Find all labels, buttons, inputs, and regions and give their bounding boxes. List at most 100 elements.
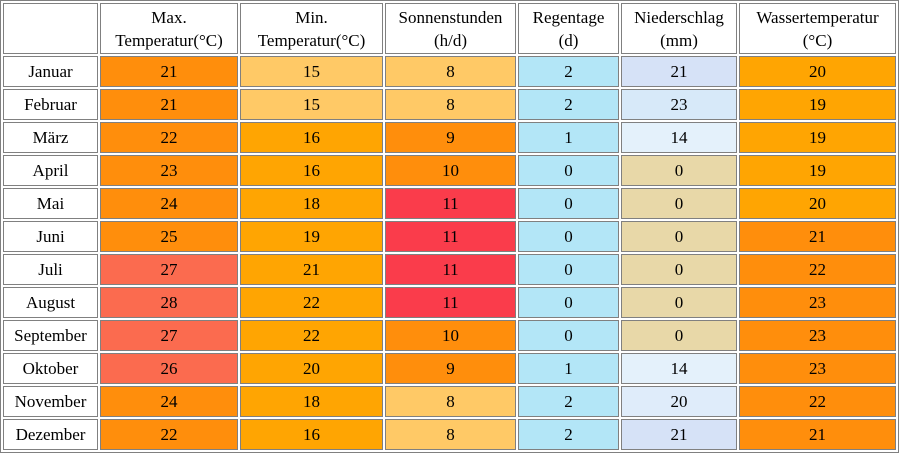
value-cell-sonnenstunden: 8 [385, 56, 516, 87]
header-line-2: (mm) [660, 30, 698, 50]
value-cell-sonnenstunden: 9 [385, 353, 516, 384]
table-row-oktober: Oktober 26 20 9 1 14 23 [3, 353, 896, 384]
value-cell-sonnenstunden: 11 [385, 287, 516, 318]
value-cell-regentage: 0 [518, 188, 619, 219]
value-cell-regentage: 1 [518, 353, 619, 384]
header-line-1: Niederschlag [634, 7, 724, 27]
column-header-sonnenstunden: Sonnenstunden (h/d) [385, 3, 516, 54]
value-cell-regentage: 0 [518, 221, 619, 252]
value-cell-wassertemperatur: 22 [739, 386, 896, 417]
value-cell-wassertemperatur: 21 [739, 419, 896, 450]
value-cell-regentage: 0 [518, 155, 619, 186]
header-line-1: Max. [151, 7, 187, 27]
value-cell-wassertemperatur: 19 [739, 122, 896, 153]
value-cell-min-temperatur: 19 [240, 221, 383, 252]
month-cell: Januar [3, 56, 98, 87]
value-cell-min-temperatur: 18 [240, 386, 383, 417]
value-cell-max-temperatur: 28 [100, 287, 238, 318]
value-cell-min-temperatur: 15 [240, 56, 383, 87]
value-cell-sonnenstunden: 9 [385, 122, 516, 153]
value-cell-niederschlag: 21 [621, 56, 737, 87]
value-cell-sonnenstunden: 11 [385, 254, 516, 285]
column-header-regentage: Regentage (d) [518, 3, 619, 54]
value-cell-niederschlag: 14 [621, 353, 737, 384]
value-cell-max-temperatur: 22 [100, 419, 238, 450]
month-cell: Mai [3, 188, 98, 219]
column-header-min-temperatur: Min. Temperatur(°C) [240, 3, 383, 54]
value-cell-min-temperatur: 16 [240, 419, 383, 450]
value-cell-wassertemperatur: 23 [739, 320, 896, 351]
value-cell-max-temperatur: 26 [100, 353, 238, 384]
value-cell-niederschlag: 0 [621, 155, 737, 186]
value-cell-max-temperatur: 27 [100, 254, 238, 285]
value-cell-niederschlag: 0 [621, 254, 737, 285]
value-cell-min-temperatur: 22 [240, 287, 383, 318]
table-row-juli: Juli 27 21 11 0 0 22 [3, 254, 896, 285]
value-cell-wassertemperatur: 19 [739, 155, 896, 186]
header-line-2: (d) [558, 30, 579, 50]
table-header: Max. Temperatur(°C) Min. Temperatur(°C) Sonn… [3, 3, 896, 54]
value-cell-max-temperatur: 24 [100, 188, 238, 219]
value-cell-niederschlag: 0 [621, 320, 737, 351]
value-cell-regentage: 2 [518, 419, 619, 450]
column-header-wassertemperatur: Wassertemperatur (°C) [739, 3, 896, 54]
value-cell-min-temperatur: 18 [240, 188, 383, 219]
table-row-november: November 24 18 8 2 20 22 [3, 386, 896, 417]
header-line-1: Sonnenstunden [398, 7, 503, 27]
value-cell-max-temperatur: 24 [100, 386, 238, 417]
table-row-dezember: Dezember 22 16 8 2 21 21 [3, 419, 896, 450]
value-cell-sonnenstunden: 8 [385, 386, 516, 417]
month-cell: Februar [3, 89, 98, 120]
table-row-mai: Mai 24 18 11 0 0 20 [3, 188, 896, 219]
value-cell-max-temperatur: 21 [100, 89, 238, 120]
month-cell: Dezember [3, 419, 98, 450]
table-row-juni: Juni 25 19 11 0 0 21 [3, 221, 896, 252]
value-cell-max-temperatur: 22 [100, 122, 238, 153]
value-cell-regentage: 0 [518, 287, 619, 318]
value-cell-regentage: 0 [518, 320, 619, 351]
column-header-empty [3, 3, 98, 54]
value-cell-wassertemperatur: 20 [739, 188, 896, 219]
value-cell-regentage: 2 [518, 56, 619, 87]
value-cell-sonnenstunden: 8 [385, 89, 516, 120]
value-cell-niederschlag: 14 [621, 122, 737, 153]
column-header-max-temperatur: Max. Temperatur(°C) [100, 3, 238, 54]
header-row: Max. Temperatur(°C) Min. Temperatur(°C) Sonn… [3, 3, 896, 54]
value-cell-sonnenstunden: 10 [385, 155, 516, 186]
header-line-1: Wassertemperatur [756, 7, 879, 27]
table-row-februar: Februar 21 15 8 2 23 19 [3, 89, 896, 120]
value-cell-min-temperatur: 21 [240, 254, 383, 285]
month-cell: April [3, 155, 98, 186]
value-cell-niederschlag: 0 [621, 188, 737, 219]
month-cell: November [3, 386, 98, 417]
value-cell-sonnenstunden: 11 [385, 188, 516, 219]
value-cell-min-temperatur: 15 [240, 89, 383, 120]
value-cell-max-temperatur: 23 [100, 155, 238, 186]
value-cell-wassertemperatur: 22 [739, 254, 896, 285]
value-cell-regentage: 2 [518, 386, 619, 417]
value-cell-min-temperatur: 16 [240, 122, 383, 153]
table-row-märz: März 22 16 9 1 14 19 [3, 122, 896, 153]
value-cell-niederschlag: 21 [621, 419, 737, 450]
value-cell-min-temperatur: 16 [240, 155, 383, 186]
table-row-august: August 28 22 11 0 0 23 [3, 287, 896, 318]
header-line-2: (°C) [802, 30, 833, 50]
value-cell-wassertemperatur: 19 [739, 89, 896, 120]
column-header-niederschlag: Niederschlag (mm) [621, 3, 737, 54]
header-line-1: Min. [295, 7, 328, 27]
header-line-2: Temperatur(°C) [257, 30, 366, 50]
value-cell-wassertemperatur: 23 [739, 287, 896, 318]
month-cell: März [3, 122, 98, 153]
value-cell-niederschlag: 20 [621, 386, 737, 417]
header-line-1: Regentage [532, 7, 605, 27]
value-cell-sonnenstunden: 11 [385, 221, 516, 252]
header-line-2: Temperatur(°C) [115, 30, 223, 50]
value-cell-min-temperatur: 22 [240, 320, 383, 351]
value-cell-max-temperatur: 21 [100, 56, 238, 87]
month-cell: Juni [3, 221, 98, 252]
value-cell-sonnenstunden: 8 [385, 419, 516, 450]
value-cell-regentage: 1 [518, 122, 619, 153]
value-cell-niederschlag: 0 [621, 287, 737, 318]
value-cell-wassertemperatur: 21 [739, 221, 896, 252]
